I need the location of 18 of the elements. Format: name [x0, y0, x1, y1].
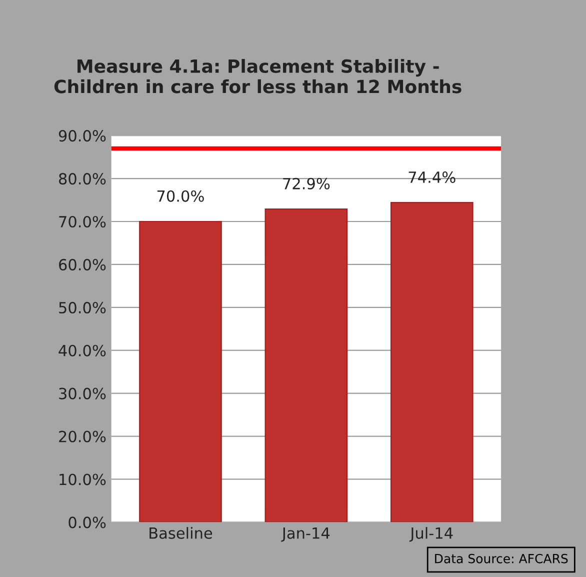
y-tick-label: 90.0%	[58, 130, 106, 142]
y-tick-label: 80.0%	[58, 173, 106, 185]
x-tick-label: Baseline	[150, 527, 212, 539]
y-tick-label: 30.0%	[59, 388, 106, 400]
y-tick-label: 40.0%	[58, 344, 106, 356]
x-tick-label: Jul-14	[409, 527, 453, 542]
y-tick-label: 20.0%	[59, 430, 106, 442]
y-tick-label: 50.0%	[59, 302, 106, 314]
source-note: Data Source: AFCARS	[435, 554, 568, 564]
data-label: 70.0%	[157, 190, 204, 202]
x-tick-label: Jan-14	[281, 528, 330, 542]
data-label: 72.9%	[283, 178, 330, 190]
chart-title: Measure 4.1a: Placement Stability - Children in care for less than 12 Months	[54, 58, 462, 94]
y-tick-label: 60.0%	[59, 258, 106, 270]
y-tick-label: 0.0%	[68, 516, 106, 528]
y-tick-label: 10.0%	[60, 474, 106, 486]
y-tick-label: 70.0%	[59, 216, 106, 228]
data-label: 74.4%	[408, 171, 456, 183]
